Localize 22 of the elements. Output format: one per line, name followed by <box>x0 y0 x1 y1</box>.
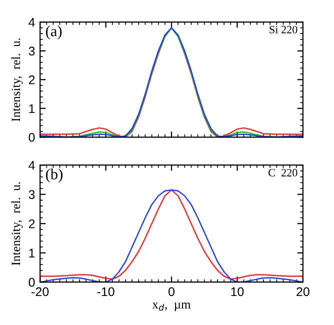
y-tick-label: 1 <box>29 248 35 258</box>
y-tick-label: 3 <box>28 46 35 56</box>
y-tick-label: 0 <box>28 132 35 142</box>
y-tick-label: 3 <box>28 190 35 199</box>
annotation: (b) <box>46 168 62 182</box>
x-tick-label: 0 <box>168 287 174 296</box>
x-tick-label: 10 <box>231 287 244 296</box>
annotation: (a) <box>46 26 62 40</box>
x-tick-label: -20 <box>32 287 49 296</box>
annotation: Si 220 <box>270 26 298 34</box>
x-axis-title: x$_{d}$, µm <box>152 302 191 312</box>
y-tick-label: 2 <box>28 75 35 84</box>
x-tick-label: -10 <box>97 287 114 296</box>
y-axis-title: Intensity, rel. u. <box>11 38 23 122</box>
annotation: C 220 <box>268 168 298 176</box>
y-tick-label: 4 <box>28 18 35 27</box>
y-tick-label: 4 <box>28 161 35 170</box>
y-axis-title: Intensity, rel. u. <box>11 182 23 266</box>
y-tick-label: 1 <box>29 104 35 113</box>
y-tick-label: 0 <box>28 278 35 287</box>
y-tick-label: 2 <box>28 219 35 228</box>
x-tick-label: 20 <box>296 287 310 296</box>
